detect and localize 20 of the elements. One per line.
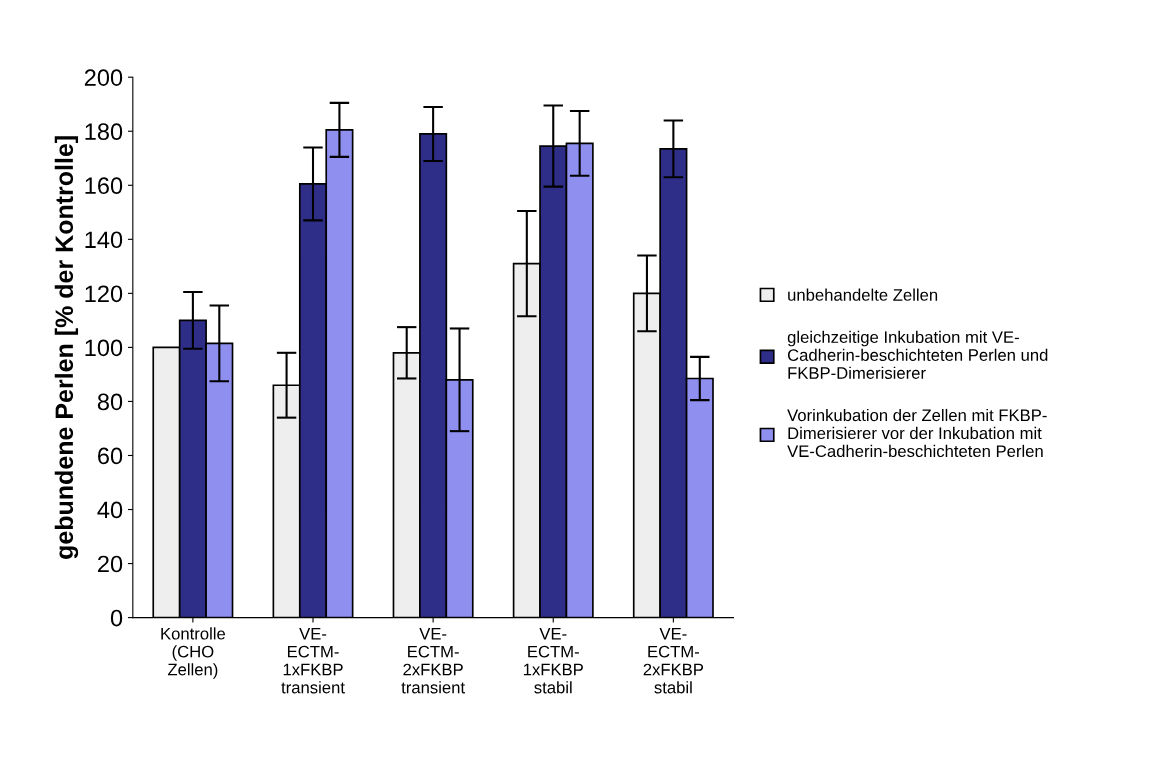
y-axis-title: gebundene Perlen [% der Kontrolle] (54, 136, 79, 559)
legend-label: unbehandelte Zellen (788, 288, 938, 301)
y-tick-label: 40 (97, 501, 123, 519)
legend-label: gleichzeitige Inkubation mit VE- Cadherin-beschichteten Perlen und FKBP-Dimerisierer (787, 330, 1048, 379)
x-tick-label: Kontrolle (CHO Zellen) (161, 627, 226, 679)
y-tick-label: 160 (85, 177, 123, 195)
x-tick-label: VE- ECTM- 1xFKBP transient (281, 627, 345, 694)
legend-label: Vorinkubation der Zellen mit FKBP- Dimerisierer vor der Inkubation mit VE-Cadherin-beschichteten Perlen (787, 408, 1047, 458)
y-tick-label: 120 (85, 285, 123, 303)
x-tick-label: VE- ECTM- 2xFKBP transient (401, 627, 465, 694)
y-tick-label: 0 (110, 609, 123, 627)
x-tick-label: VE- ECTM- 1xFKBP stabil (523, 627, 583, 694)
y-tick-label: 20 (98, 555, 123, 573)
y-tick-label: 200 (84, 69, 123, 86)
y-tick-label: 60 (98, 447, 123, 465)
y-tick-label: 100 (85, 339, 123, 357)
x-tick-label: VE- ECTM- 2xFKBP stabil (643, 627, 704, 694)
y-tick-label: 140 (85, 231, 123, 249)
y-tick-label: 180 (85, 123, 123, 141)
y-tick-label: 80 (97, 393, 123, 411)
